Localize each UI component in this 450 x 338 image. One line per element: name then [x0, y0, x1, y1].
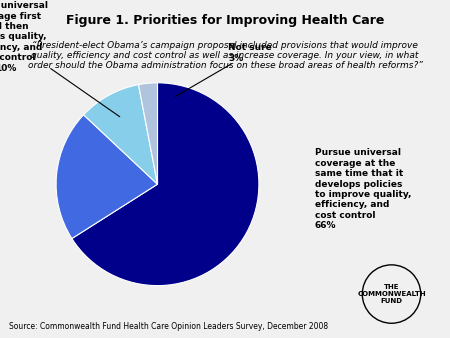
Wedge shape: [56, 115, 158, 239]
Text: Figure 1. Priorities for Improving Health Care: Figure 1. Priorities for Improving Healt…: [66, 14, 384, 26]
Text: “President-elect Obama’s campaign proposal included provisions that would improv: “President-elect Obama’s campaign propos…: [27, 41, 423, 70]
Wedge shape: [139, 83, 158, 184]
Text: Not sure
3%: Not sure 3%: [175, 43, 272, 97]
Wedge shape: [72, 83, 259, 286]
Text: Pursue universal
coverage first
and then
address quality,
efficiency, and
cost c: Pursue universal coverage first and then…: [0, 1, 120, 117]
Text: Source: Commonwealth Fund Health Care Opinion Leaders Survey, December 2008: Source: Commonwealth Fund Health Care Op…: [9, 322, 328, 331]
Wedge shape: [84, 84, 158, 184]
Text: Pursue universal
coverage at the
same time that it
develops policies
to improve : Pursue universal coverage at the same ti…: [315, 148, 411, 230]
Text: THE
COMMONWEALTH
FUND: THE COMMONWEALTH FUND: [357, 284, 426, 304]
